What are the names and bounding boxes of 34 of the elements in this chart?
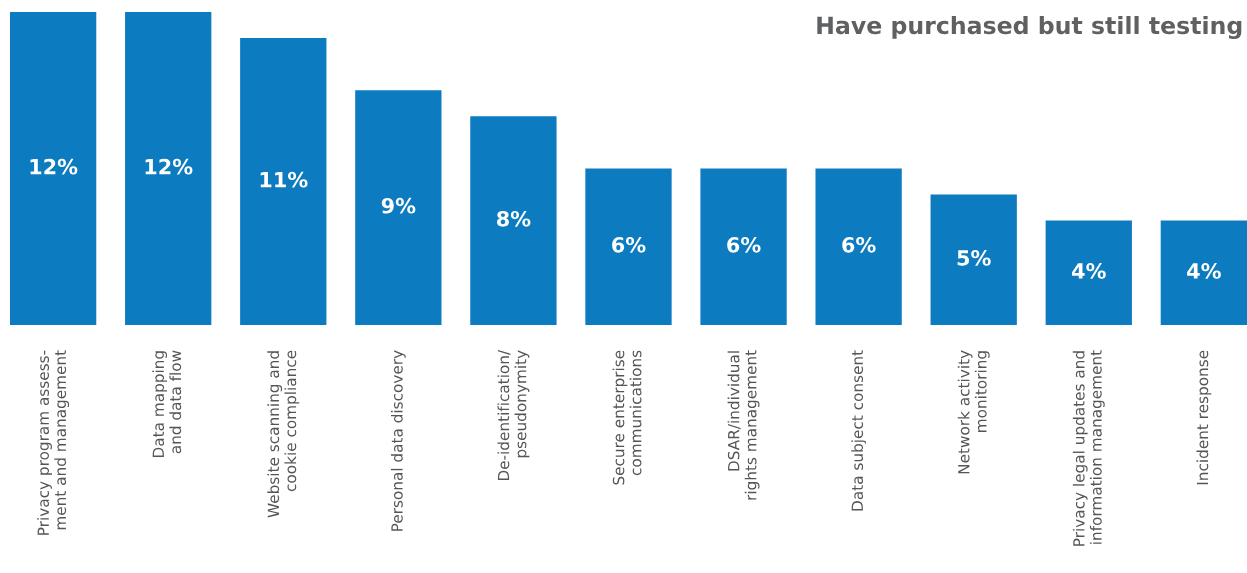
- data-label: 6%: [612, 236, 646, 253]
- data-label: 9%: [381, 197, 416, 214]
- x-tick-label: Secure enterprise communications: [612, 350, 642, 485]
- data-label: 6%: [727, 236, 761, 253]
- data-label: 8%: [497, 210, 531, 227]
- bar: [1160, 220, 1247, 325]
- data-label: 5%: [957, 250, 991, 266]
- data-label: 11%: [260, 171, 308, 188]
- x-tick-label: Privacy legal updates and information management: [1072, 350, 1105, 546]
- bar: [9, 12, 97, 325]
- bar: [585, 168, 672, 325]
- x-tick-label: Privacy program assess- ment and management: [37, 350, 70, 535]
- x-tick-label: Data mapping and data flow: [152, 350, 182, 457]
- data-label: 12%: [145, 158, 193, 175]
- bar: [125, 12, 212, 325]
- x-tick-label: Website scanning and cookie compliance: [267, 350, 300, 518]
- data-label: 6%: [842, 236, 876, 253]
- chart-title: Have purchased but still testing: [817, 15, 1242, 40]
- bar: [240, 38, 327, 325]
- bar: [815, 168, 902, 325]
- bar: [355, 90, 442, 325]
- x-tick-label: Data subject consent: [851, 350, 867, 511]
- bar: [470, 116, 557, 325]
- x-tick-label: Network activity monitoring: [957, 350, 990, 474]
- x-tick-label: Incident response: [1196, 350, 1212, 485]
- data-label: 4%: [1072, 263, 1106, 279]
- x-tick-label: De-identification/ pseudonymity: [497, 349, 530, 481]
- data-label: 12%: [30, 158, 78, 175]
- bar: [1045, 220, 1132, 325]
- x-tick-label: Personal data discovery: [390, 350, 406, 531]
- data-label: 4%: [1187, 263, 1221, 279]
- x-tick-label: DSAR/individual rights management: [727, 350, 760, 500]
- bar: [930, 194, 1017, 325]
- bar: [700, 168, 787, 325]
